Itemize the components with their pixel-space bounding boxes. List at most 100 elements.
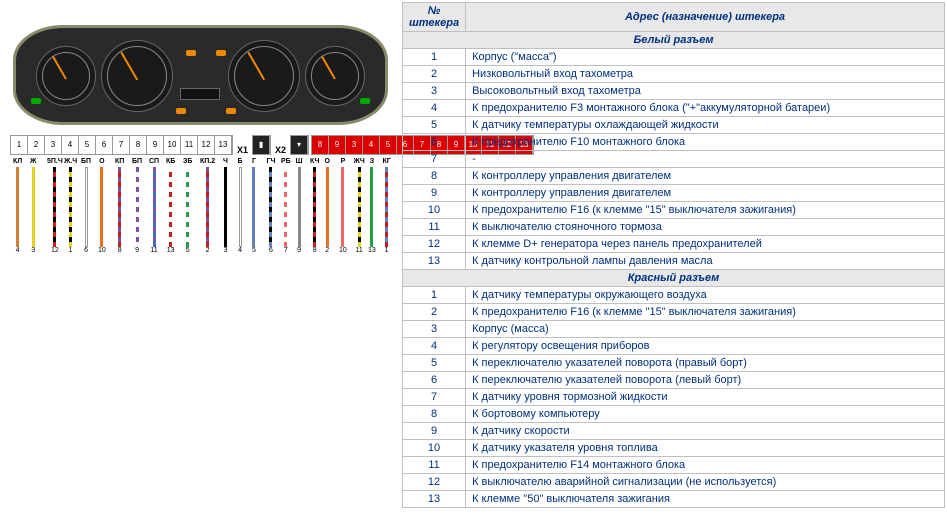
table-row: 12К выключателю аварийной сигнализации (… — [403, 474, 945, 491]
cell-desc: Корпус (масса) — [466, 321, 945, 338]
table-row: 7К датчику уровня тормозной жидкости — [403, 389, 945, 406]
pin: 10 — [164, 136, 181, 154]
wire: Ш9 — [296, 157, 303, 256]
table-row: 10К датчику указателя уровня топлива — [403, 440, 945, 457]
cell-desc: - — [466, 151, 945, 168]
cell-pin: 7 — [403, 151, 466, 168]
gauge-temp — [36, 46, 96, 106]
cell-pin: 12 — [403, 236, 466, 253]
wire: О10 — [98, 157, 106, 256]
cell-pin: 8 — [403, 406, 466, 423]
pin: 2 — [28, 136, 45, 154]
cell-pin: 13 — [403, 491, 466, 508]
table-row: 4К регулятору освещения приборов — [403, 338, 945, 355]
cell-pin: 13 — [403, 253, 466, 270]
table-row: 9К контроллеру управления двигателем — [403, 185, 945, 202]
table-row: 11К предохранителю F14 монтажного блока — [403, 457, 945, 474]
wire: ЖЧ11 — [354, 157, 365, 256]
cell-desc: К предохранителю F16 (к клемме "15" выкл… — [466, 202, 945, 219]
table-row: 2К предохранителю F16 (к клемме "15" вык… — [403, 304, 945, 321]
wire: КЛ4 — [13, 157, 22, 256]
table-panel: № штекера Адрес (назначение) штекера Бел… — [400, 0, 947, 522]
connector-row: 12345678910111213 X1 ▮ X2 ▾ 893456789101… — [5, 135, 395, 155]
column-header-desc: Адрес (назначение) штекера — [466, 3, 945, 32]
cell-desc: К предохранителю F14 монтажного блока — [466, 457, 945, 474]
table-row: 13К клемме "50" выключателя зажигания — [403, 491, 945, 508]
wire: О2 — [325, 157, 330, 256]
table-row: 2Низковольтный вход тахометра — [403, 66, 945, 83]
instrument-cluster — [13, 25, 388, 125]
cell-desc: К датчику температуры окружающего воздух… — [466, 287, 945, 304]
indicator-icon — [31, 98, 41, 104]
table-row: 4К предохранителю F3 монтажного блока ("… — [403, 100, 945, 117]
connector-white-x1: 12345678910111213 — [10, 135, 233, 155]
indicator-icon — [360, 98, 370, 104]
pin: 4 — [62, 136, 79, 154]
cell-desc: К бортовому компьютеру — [466, 406, 945, 423]
cell-pin: 2 — [403, 304, 466, 321]
table-row: 6К предохранителю F10 монтажного блока — [403, 134, 945, 151]
wire: СП11 — [149, 157, 159, 256]
cell-pin: 6 — [403, 372, 466, 389]
indicator-icon — [176, 108, 186, 114]
cell-desc: К выключателю стояночного тормоза — [466, 219, 945, 236]
wire: ЗБ5 — [183, 157, 192, 256]
indicator-icon — [226, 108, 236, 114]
pin: 7 — [113, 136, 130, 154]
cell-pin: 7 — [403, 389, 466, 406]
cell-desc: К выключателю аварийной сигнализации (не… — [466, 474, 945, 491]
cell-desc: К переключателю указателей поворота (пра… — [466, 355, 945, 372]
cell-desc: К датчику скорости — [466, 423, 945, 440]
cell-pin: 11 — [403, 457, 466, 474]
cell-pin: 1 — [403, 49, 466, 66]
cell-desc: К клемме D+ генератора через панель пред… — [466, 236, 945, 253]
pin: 6 — [96, 136, 113, 154]
cell-desc: К датчику температуры охлаждающей жидкос… — [466, 117, 945, 134]
pin: 9 — [147, 136, 164, 154]
table-row: 10К предохранителю F16 (к клемме "15" вы… — [403, 202, 945, 219]
table-row: 5К датчику температуры охлаждающей жидко… — [403, 117, 945, 134]
wire: Г5 — [252, 157, 256, 256]
cell-desc: К датчику контрольной лампы давления мас… — [466, 253, 945, 270]
cell-pin: 9 — [403, 423, 466, 440]
table-row: 11К выключателю стояночного тормоза — [403, 219, 945, 236]
table-row: 1К датчику температуры окружающего возду… — [403, 287, 945, 304]
pinout-table: № штекера Адрес (назначение) штекера Бел… — [402, 2, 945, 508]
table-row: 3Корпус (масса) — [403, 321, 945, 338]
cell-pin: 6 — [403, 134, 466, 151]
gauge-fuel — [305, 46, 365, 106]
indicator-icon — [216, 50, 226, 56]
connector-label-x2: X2 — [273, 145, 288, 155]
wire: З13 — [368, 157, 376, 256]
cell-desc: К предохранителю F16 (к клемме "15" выкл… — [466, 304, 945, 321]
cell-desc: К датчику уровня тормозной жидкости — [466, 389, 945, 406]
connector-label-x1: X1 — [235, 145, 250, 155]
odometer — [180, 88, 220, 100]
diagram-panel: 12345678910111213 X1 ▮ X2 ▾ 893456789101… — [0, 0, 400, 522]
pin: 13 — [215, 136, 232, 154]
connector-black: ▮ — [252, 135, 271, 155]
cell-desc: К датчику указателя уровня топлива — [466, 440, 945, 457]
wire: РБ7 — [281, 157, 291, 256]
pin: 3 — [45, 136, 62, 154]
cell-pin: 12 — [403, 474, 466, 491]
section-header: Белый разъем — [403, 32, 945, 49]
cell-desc: К предохранителю F3 монтажного блока ("+… — [466, 100, 945, 117]
cell-pin: 11 — [403, 219, 466, 236]
column-header-pin: № штекера — [403, 3, 466, 32]
gauge-speedo — [228, 40, 300, 112]
cell-desc: Низковольтный вход тахометра — [466, 66, 945, 83]
cell-desc: К регулятору освещения приборов — [466, 338, 945, 355]
cell-desc: К клемме "50" выключателя зажигания — [466, 491, 945, 508]
wire: Ж3 — [30, 157, 36, 256]
cell-pin: 5 — [403, 355, 466, 372]
wire: Р10 — [339, 157, 347, 256]
cell-pin: 4 — [403, 100, 466, 117]
gauge-tacho — [101, 40, 173, 112]
table-row: 8К бортовому компьютеру — [403, 406, 945, 423]
indicator-icon — [186, 50, 196, 56]
wiring-diagram: КЛ4Ж35П.Ч12Ж.Ч1БП6О10КП8БП9СП11КБ13ЗБ5КП… — [5, 157, 395, 287]
wire: Ч3 — [223, 157, 228, 256]
cell-pin: 4 — [403, 338, 466, 355]
cell-pin: 10 — [403, 202, 466, 219]
